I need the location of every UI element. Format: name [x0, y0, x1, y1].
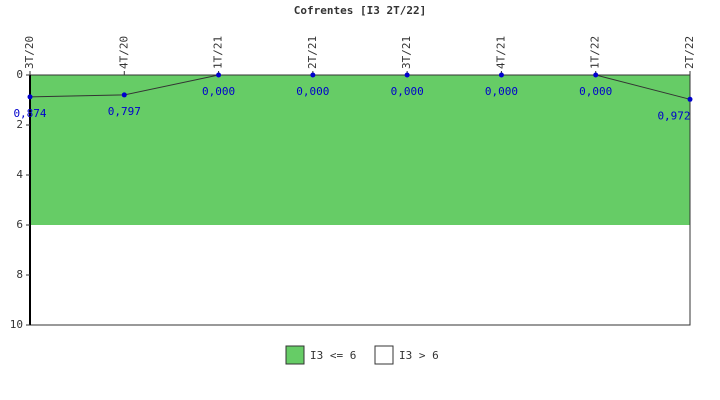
band — [30, 225, 690, 325]
marker — [121, 92, 127, 98]
data-label: 0,000 — [579, 85, 612, 98]
data-label: 0,000 — [202, 85, 235, 98]
data-label: 0,972 — [657, 109, 690, 122]
marker — [593, 72, 599, 78]
data-label: 0,000 — [485, 85, 518, 98]
legend-swatch — [374, 345, 394, 365]
data-label: 0,000 — [391, 85, 424, 98]
band — [30, 75, 690, 225]
chart-title: Cofrentes [I3 2T/22] — [294, 4, 426, 17]
marker — [310, 72, 316, 78]
x-tick-label: 4T/20 — [117, 36, 130, 69]
y-tick-label: 8 — [16, 268, 23, 281]
legend-label: I3 > 6 — [399, 349, 439, 362]
line — [29, 74, 691, 100]
marker — [27, 94, 33, 100]
x-tick-label: 2T/22 — [683, 36, 696, 69]
legend-swatch — [285, 345, 305, 365]
x-tick-label: 1T/22 — [589, 36, 602, 69]
y-tick-label: 2 — [16, 118, 23, 131]
x-tick-label: 3T/21 — [400, 36, 413, 69]
y-tick-label: 4 — [16, 168, 23, 181]
x-tick-label: 2T/21 — [306, 36, 319, 69]
x-tick-label: 4T/21 — [494, 36, 507, 69]
y-tick-label: 10 — [10, 318, 23, 331]
marker — [498, 72, 504, 78]
marker — [687, 96, 693, 102]
data-label: 0,797 — [108, 105, 141, 118]
data-label: 0,000 — [296, 85, 329, 98]
x-tick-label: 3T/20 — [23, 36, 36, 69]
y-tick-label: 6 — [16, 218, 23, 231]
marker — [216, 72, 222, 78]
data-label: 0,874 — [13, 107, 46, 120]
legend-label: I3 <= 6 — [310, 349, 356, 362]
x-tick-label: 1T/21 — [212, 36, 225, 69]
marker — [404, 72, 410, 78]
y-tick-label: 0 — [16, 68, 23, 81]
